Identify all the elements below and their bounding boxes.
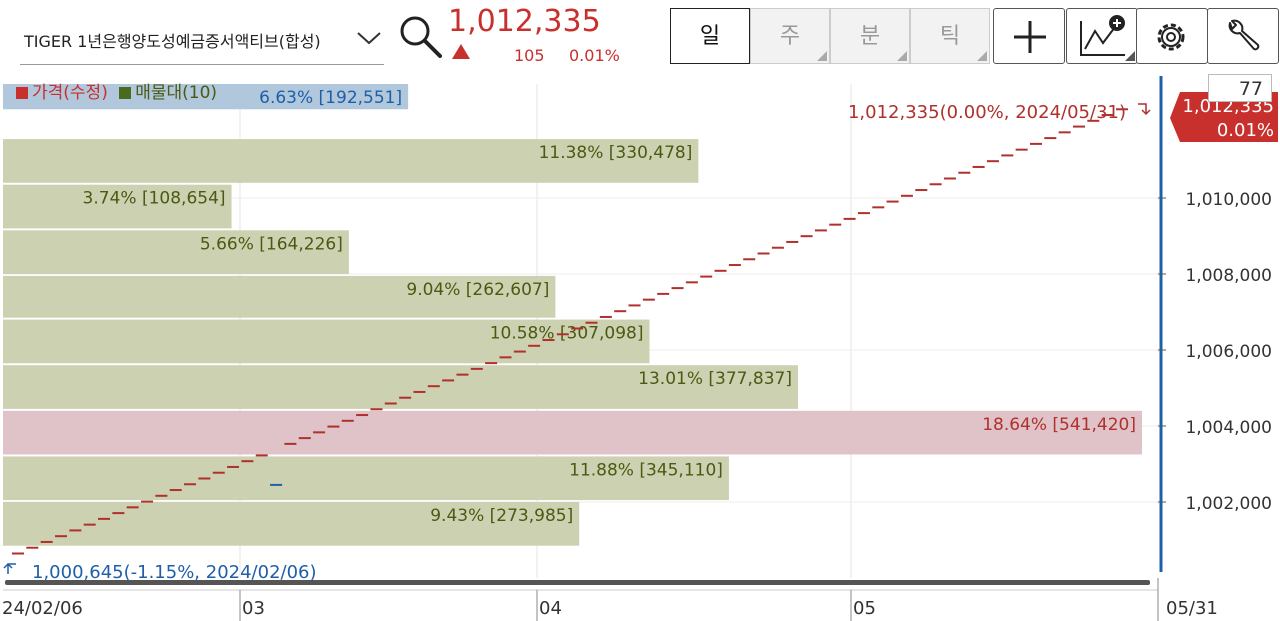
tab-minute[interactable]: 분 — [830, 8, 910, 64]
dropdown-corner-icon — [897, 51, 907, 61]
volume-profile-label: 9.43% [273,985] — [430, 506, 573, 526]
count-badge: 77 — [1208, 74, 1272, 102]
volume-legend-swatch — [119, 87, 132, 99]
search-icon[interactable] — [398, 14, 444, 60]
tab-tick-label: 틱 — [939, 24, 961, 49]
symbol-selector[interactable]: TIGER 1년은행양도성예금증서액티브(합성) — [20, 14, 384, 65]
y-tick-label: 1,006,000 — [1185, 342, 1272, 362]
low-arrow-icon — [3, 562, 16, 574]
high-arrow-icon — [1138, 103, 1151, 116]
x-tick-label: 05 — [853, 598, 876, 619]
up-arrow-icon — [452, 44, 470, 59]
x-tick-label: 04 — [539, 598, 562, 619]
dropdown-corner-icon — [977, 51, 987, 61]
price-series — [12, 108, 1128, 555]
tab-minute-label: 분 — [859, 24, 881, 49]
tab-week[interactable]: 주 — [750, 8, 830, 64]
tools-button[interactable] — [1207, 8, 1279, 64]
volume-profile-bar — [3, 319, 650, 364]
volume-profile-bar — [3, 230, 349, 274]
price-legend-label: 가격(수정) — [32, 83, 108, 103]
tab-tick[interactable]: 틱 — [910, 8, 990, 64]
y-tick-label: 1,004,000 — [1185, 418, 1272, 438]
crosshair-button[interactable] — [993, 8, 1065, 64]
volume-profile-bar — [3, 139, 699, 183]
volume-profile-label: 13.01% [377,837] — [638, 369, 792, 389]
volume-profile-label: 18.64% [541,420] — [982, 415, 1136, 435]
volume-profile-label: 6.63% [192,551] — [259, 88, 402, 108]
low-annotation: 1,000,645(-1.15%, 2024/02/06) — [32, 562, 317, 583]
volume-profile-bar — [3, 410, 1142, 455]
volume-profile-label: 11.38% [330,478] — [539, 143, 693, 163]
x-tick-label: 05/31 — [1166, 598, 1218, 619]
volume-profile-label: 3.74% [108,654] — [83, 189, 226, 209]
dropdown-corner-icon — [817, 51, 827, 61]
volume-profile-bar — [3, 275, 556, 318]
volume-profile-label: 5.66% [164,226] — [200, 234, 343, 254]
tab-day[interactable]: 일 — [670, 8, 750, 64]
y-tick-label: 1,008,000 — [1185, 266, 1272, 286]
tab-week-label: 주 — [779, 24, 801, 49]
current-price: 1,012,335 — [448, 4, 601, 39]
price-change-pct: 0.01% — [569, 46, 620, 65]
add-indicator-icon — [1080, 15, 1125, 56]
dropdown-corner-icon — [1125, 51, 1135, 61]
volume-profile-bar — [3, 502, 580, 546]
price-legend-swatch — [16, 87, 28, 99]
settings-button[interactable] — [1136, 8, 1208, 64]
axes: 1,002,000 1,004,000 1,006,000 1,008,000 1,01… — [2, 76, 1272, 621]
wrench-icon — [1228, 19, 1260, 51]
header: TIGER 1년은행양도성예금증서액티브(합성) 1,012,335 105 0… — [0, 0, 1280, 75]
x-tick-label: 24/02/06 — [2, 598, 83, 619]
last-price-tag — [1170, 92, 1278, 142]
symbol-name: TIGER 1년은행양도성예금증서액티브(합성) — [24, 32, 321, 51]
x-tick-label: 03 — [242, 598, 265, 619]
tab-day-label: 일 — [699, 24, 721, 49]
add-indicator-button[interactable] — [1066, 8, 1138, 64]
last-price-pct: 0.01% — [1217, 120, 1274, 141]
high-annotation: 1,012,335(0.00%, 2024/05/31) — [848, 102, 1126, 123]
y-tick-label: 1,010,000 — [1185, 190, 1272, 210]
volume-legend-label: 매물대(10) — [135, 83, 218, 103]
volume-profile-bar — [3, 365, 798, 409]
volume-profile-label: 11.88% [345,110] — [569, 460, 723, 480]
crosshair-icon — [1014, 21, 1046, 53]
volume-profile-label: 9.04% [262,607] — [406, 280, 549, 300]
x-scrollbar — [5, 580, 1150, 585]
volume-profile-bar — [3, 84, 409, 110]
legend: 가격(수정) 매물대(10) — [16, 78, 217, 103]
price-change: 105 — [514, 46, 545, 65]
volume-profile-bar — [3, 456, 729, 501]
chevron-down-icon — [357, 32, 381, 45]
volume-profile: 6.63% [192,551] 11.38% [330,478] 3.74% [10… — [3, 84, 1142, 546]
volume-profile-bar — [3, 184, 232, 229]
y-tick-label: 1,002,000 — [1185, 494, 1272, 514]
settings-icon — [1157, 23, 1185, 51]
